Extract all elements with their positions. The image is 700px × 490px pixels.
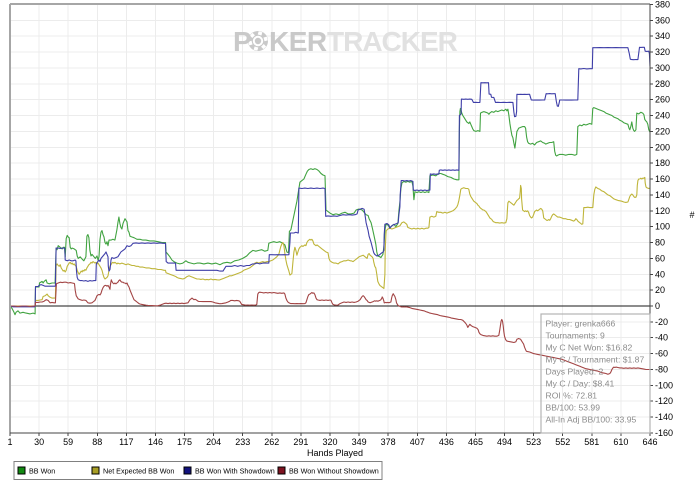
- y-tick-label: -40: [655, 333, 668, 343]
- x-tick-label: 30: [34, 437, 44, 447]
- y-tick-label: 60: [655, 253, 665, 263]
- y-tick-label: 40: [655, 269, 665, 279]
- x-tick-label: 204: [206, 437, 221, 447]
- info-box-line: Days Played: 2: [546, 367, 604, 377]
- y-tick-label: -80: [655, 364, 668, 374]
- chip-edge-mark: [248, 40, 253, 46]
- y-axis-title: #: [689, 210, 694, 220]
- y-tick-label: -160: [655, 428, 673, 438]
- legend-item-label: BB Won: [29, 467, 55, 476]
- x-tick-label: 175: [177, 437, 192, 447]
- legend-item-label: Net Expected BB Won: [103, 467, 174, 476]
- x-tick-label: 320: [322, 437, 337, 447]
- x-tick-label: 349: [352, 437, 367, 447]
- grid-lines: [9, 3, 651, 434]
- y-tick-label: 280: [655, 79, 670, 89]
- info-box-line: My C Net Won: $16.82: [546, 343, 633, 353]
- chip-edge-mark: [263, 36, 268, 42]
- x-tick-label: 291: [293, 437, 308, 447]
- info-box-line: All-In Adj BB/100: 33.95: [546, 415, 637, 425]
- y-tick-label: -20: [655, 317, 668, 327]
- legend-item-label: BB Won With Showdown: [195, 467, 275, 476]
- y-tick-label: -120: [655, 396, 673, 406]
- legend-item: [183, 466, 192, 475]
- y-tick-label: 220: [655, 126, 670, 136]
- chip-edge-mark: [253, 46, 259, 51]
- y-tick-label: 200: [655, 142, 670, 152]
- x-tick-label: 262: [264, 437, 279, 447]
- info-box-line: BB/100: 53.99: [546, 403, 601, 413]
- x-tick-label: 378: [381, 437, 396, 447]
- x-tick-label: 610: [613, 437, 628, 447]
- x-tick-label: 407: [410, 437, 425, 447]
- y-tick-label: 120: [655, 206, 670, 216]
- x-tick-label: 59: [63, 437, 73, 447]
- y-tick-label: 240: [655, 111, 670, 121]
- series-bb-won: [9, 107, 651, 316]
- poker-chip-icon: [248, 31, 268, 51]
- info-box-line: Player: grenka666: [546, 319, 616, 329]
- x-tick-label: 552: [555, 437, 570, 447]
- info-box-line: ROI %: 72.81: [546, 391, 598, 401]
- legend-swatch: [17, 466, 26, 475]
- legend-swatch: [277, 466, 286, 475]
- watermark-poker-text: P: [233, 26, 251, 57]
- y-tick-label: 0: [655, 301, 660, 311]
- info-box-line: Tournaments: 9: [546, 331, 605, 341]
- legend-swatch: [183, 466, 192, 475]
- watermark: [248, 31, 268, 51]
- x-tick-label: 465: [468, 437, 483, 447]
- x-tick-label: 581: [584, 437, 599, 447]
- y-tick-label: 140: [655, 190, 670, 200]
- y-tick-label: -100: [655, 380, 673, 390]
- x-tick-label: 646: [642, 437, 657, 447]
- y-tick-label: 340: [655, 31, 670, 41]
- y-tick-label: 360: [655, 15, 670, 25]
- info-box-line: My C / Day: $8.41: [546, 379, 615, 389]
- y-tick-label: 180: [655, 158, 670, 168]
- x-tick-label: 1: [7, 437, 12, 447]
- legend-item-label: BB Won Without Showdown: [289, 467, 379, 476]
- player-stats-info-box: [540, 313, 651, 434]
- chip-edge-mark: [249, 32, 255, 38]
- legend-item: [91, 466, 100, 475]
- chip-edge-mark: [261, 44, 267, 50]
- x-tick-label: 117: [119, 437, 133, 447]
- series-lines: [9, 46, 651, 375]
- legend-item: [17, 466, 26, 475]
- x-tick-label: 146: [148, 437, 163, 447]
- y-tick-label: 260: [655, 95, 670, 105]
- y-tick-label: 300: [655, 63, 670, 73]
- y-tick-label: -140: [655, 412, 673, 422]
- x-tick-label: 436: [439, 437, 454, 447]
- y-tick-label: -60: [655, 349, 668, 359]
- y-tick-label: 100: [655, 222, 670, 232]
- y-tick-label: 160: [655, 174, 670, 184]
- legend-swatch: [91, 466, 100, 475]
- info-box-border: [540, 313, 651, 434]
- info-box-line: My C / Tournament: $1.87: [546, 355, 645, 365]
- x-axis-title: Hands Played: [307, 448, 363, 458]
- watermark-ker-text: KER: [269, 26, 327, 57]
- watermark-tracker-text: TRACKER: [327, 26, 458, 57]
- legend: [13, 461, 383, 480]
- x-tick-label: 523: [526, 437, 541, 447]
- chip-center: [254, 37, 262, 45]
- y-tick-label: 80: [655, 238, 665, 248]
- legend-box: [13, 461, 383, 480]
- chip-edge-mark: [257, 31, 263, 36]
- series-bb-won-with-showdown: [9, 46, 651, 308]
- x-tick-label: 88: [92, 437, 102, 447]
- y-tick-label: 320: [655, 47, 670, 57]
- series-bb-won-without-showdown: [10, 279, 650, 375]
- legend-item: [277, 466, 286, 475]
- y-tick-label: 20: [655, 285, 665, 295]
- x-tick-label: 494: [497, 437, 512, 447]
- y-tick-label: 380: [655, 0, 670, 9]
- x-tick-label: 233: [235, 437, 250, 447]
